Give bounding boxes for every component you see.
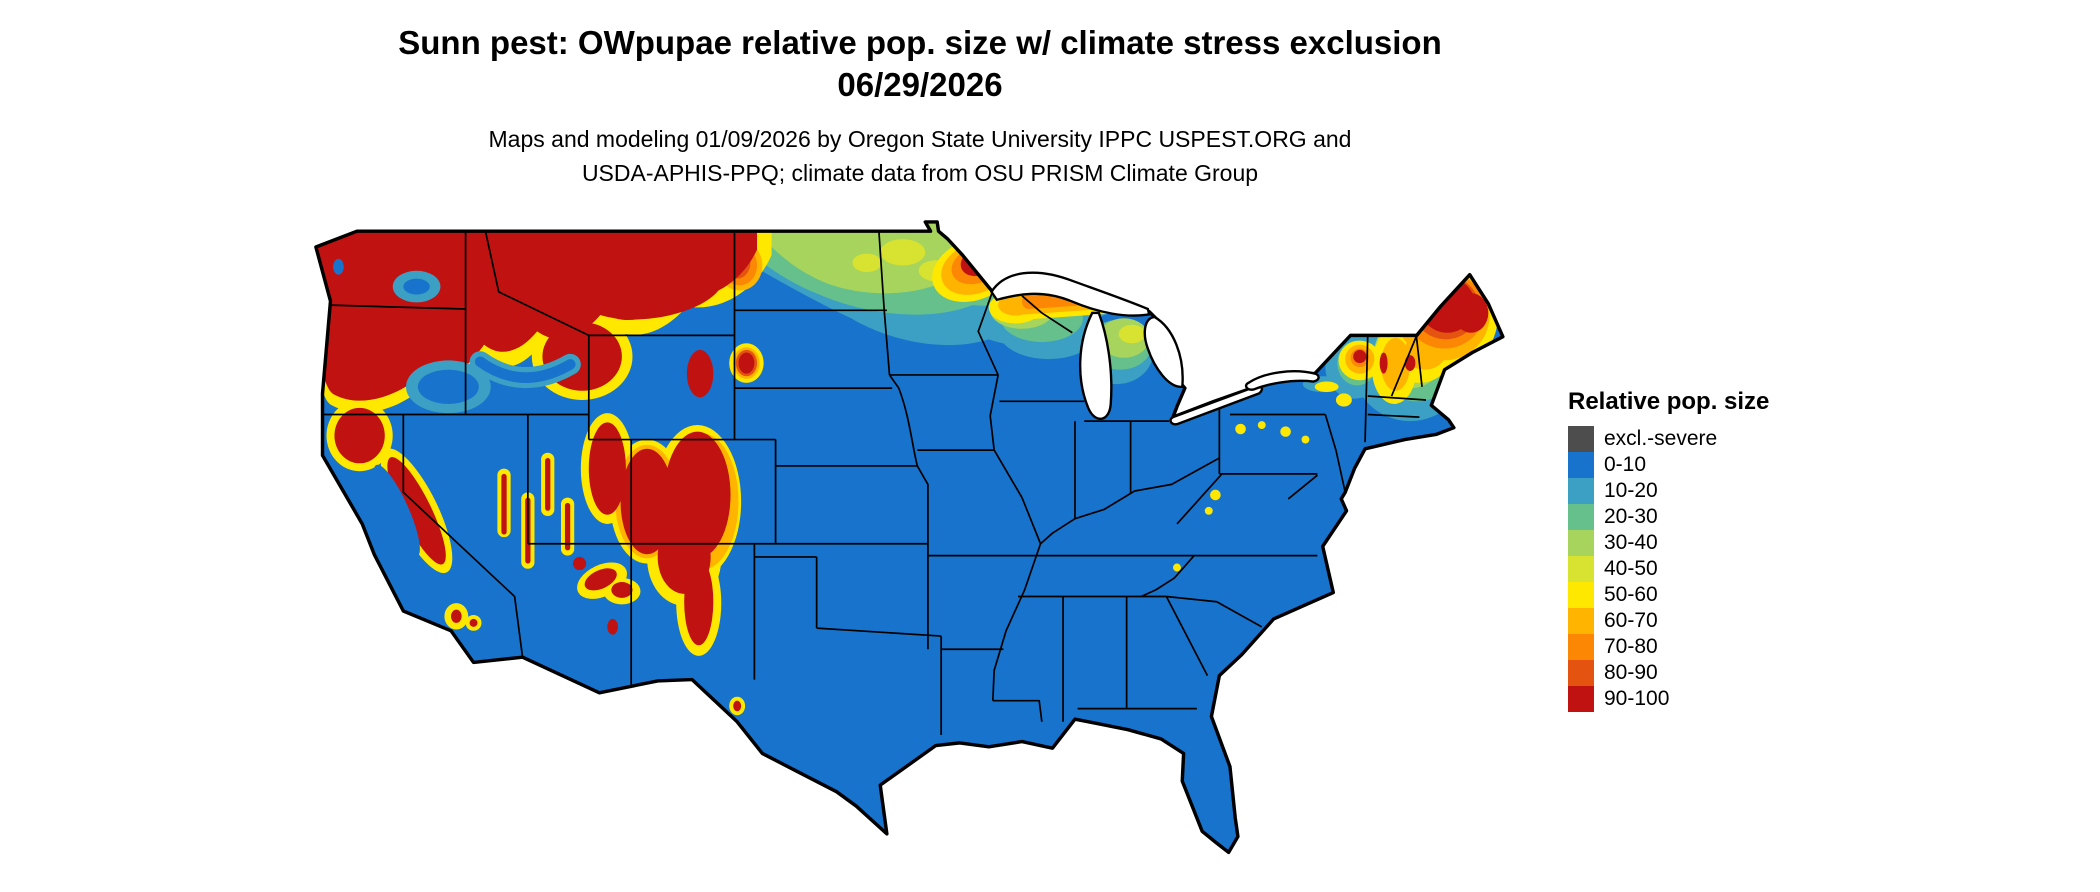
map-legend: Relative pop. size excl.-severe 0-10 10-… bbox=[1568, 388, 1769, 712]
legend-swatch-60-70 bbox=[1568, 608, 1594, 634]
legend-item: 70-80 bbox=[1568, 634, 1769, 660]
legend-title: Relative pop. size bbox=[1568, 388, 1770, 415]
legend-swatch-excl bbox=[1568, 426, 1594, 452]
snake-plain-core bbox=[474, 356, 576, 383]
lake-ontario bbox=[1244, 370, 1320, 391]
legend-swatch-10-20 bbox=[1568, 478, 1594, 504]
legend-item: 50-60 bbox=[1568, 582, 1769, 608]
legend-swatch-50-60 bbox=[1568, 582, 1594, 608]
legend-label: excl.-severe bbox=[1604, 427, 1718, 450]
legend-label: 50-60 bbox=[1604, 583, 1658, 606]
lake-michigan bbox=[1078, 311, 1113, 420]
legend-swatch-90-100 bbox=[1568, 686, 1594, 712]
us-map bbox=[300, 218, 1532, 884]
credits-line-2: USDA-APHIS-PPQ; climate data from OSU PR… bbox=[581, 160, 1259, 186]
legend-item: 60-70 bbox=[1568, 608, 1769, 634]
legend-item: 30-40 bbox=[1568, 530, 1769, 556]
legend-swatch-70-80 bbox=[1568, 634, 1594, 660]
legend-item: 0-10 bbox=[1568, 452, 1769, 478]
legend-label: 10-20 bbox=[1604, 479, 1658, 502]
legend-label: 0-10 bbox=[1604, 453, 1647, 476]
credits-line-1: Maps and modeling 01/09/2026 by Oregon S… bbox=[488, 126, 1352, 152]
raster-layers bbox=[315, 221, 1503, 853]
legend-item: 90-100 bbox=[1568, 686, 1769, 712]
legend-item: 40-50 bbox=[1568, 556, 1769, 582]
layer-holes-0-10 bbox=[333, 258, 479, 557]
legend-swatch-20-30 bbox=[1568, 504, 1594, 530]
legend-item: 80-90 bbox=[1568, 660, 1769, 686]
state-borders bbox=[322, 231, 1427, 735]
legend-item: 20-30 bbox=[1568, 504, 1769, 530]
legend-label: 80-90 bbox=[1604, 661, 1658, 684]
legend-label: 20-30 bbox=[1604, 505, 1658, 528]
legend-label: 40-50 bbox=[1604, 557, 1658, 580]
legend-swatch-0-10 bbox=[1568, 452, 1594, 478]
subtitle-block: Maps and modeling 01/09/2026 by Oregon S… bbox=[0, 122, 1840, 190]
map-date: 06/29/2026 bbox=[837, 66, 1003, 103]
legend-label: 70-80 bbox=[1604, 635, 1658, 658]
legend-label: 30-40 bbox=[1604, 531, 1658, 554]
legend-label: 90-100 bbox=[1604, 687, 1670, 710]
legend-swatch-40-50 bbox=[1568, 556, 1594, 582]
legend-swatch-80-90 bbox=[1568, 660, 1594, 686]
map-title: Sunn pest: OWpupae relative pop. size w/… bbox=[398, 24, 1442, 61]
legend-swatch-30-40 bbox=[1568, 530, 1594, 556]
legend-item: 10-20 bbox=[1568, 478, 1769, 504]
layer-90-100 bbox=[315, 221, 1489, 712]
lake-huron bbox=[1143, 315, 1184, 388]
lake-superior bbox=[990, 271, 1151, 317]
legend-label: 60-70 bbox=[1604, 609, 1658, 632]
title-block: Sunn pest: OWpupae relative pop. size w/… bbox=[0, 22, 1840, 190]
great-lakes bbox=[990, 271, 1320, 426]
legend-item: excl.-severe bbox=[1568, 426, 1769, 452]
map-svg bbox=[314, 220, 1505, 855]
